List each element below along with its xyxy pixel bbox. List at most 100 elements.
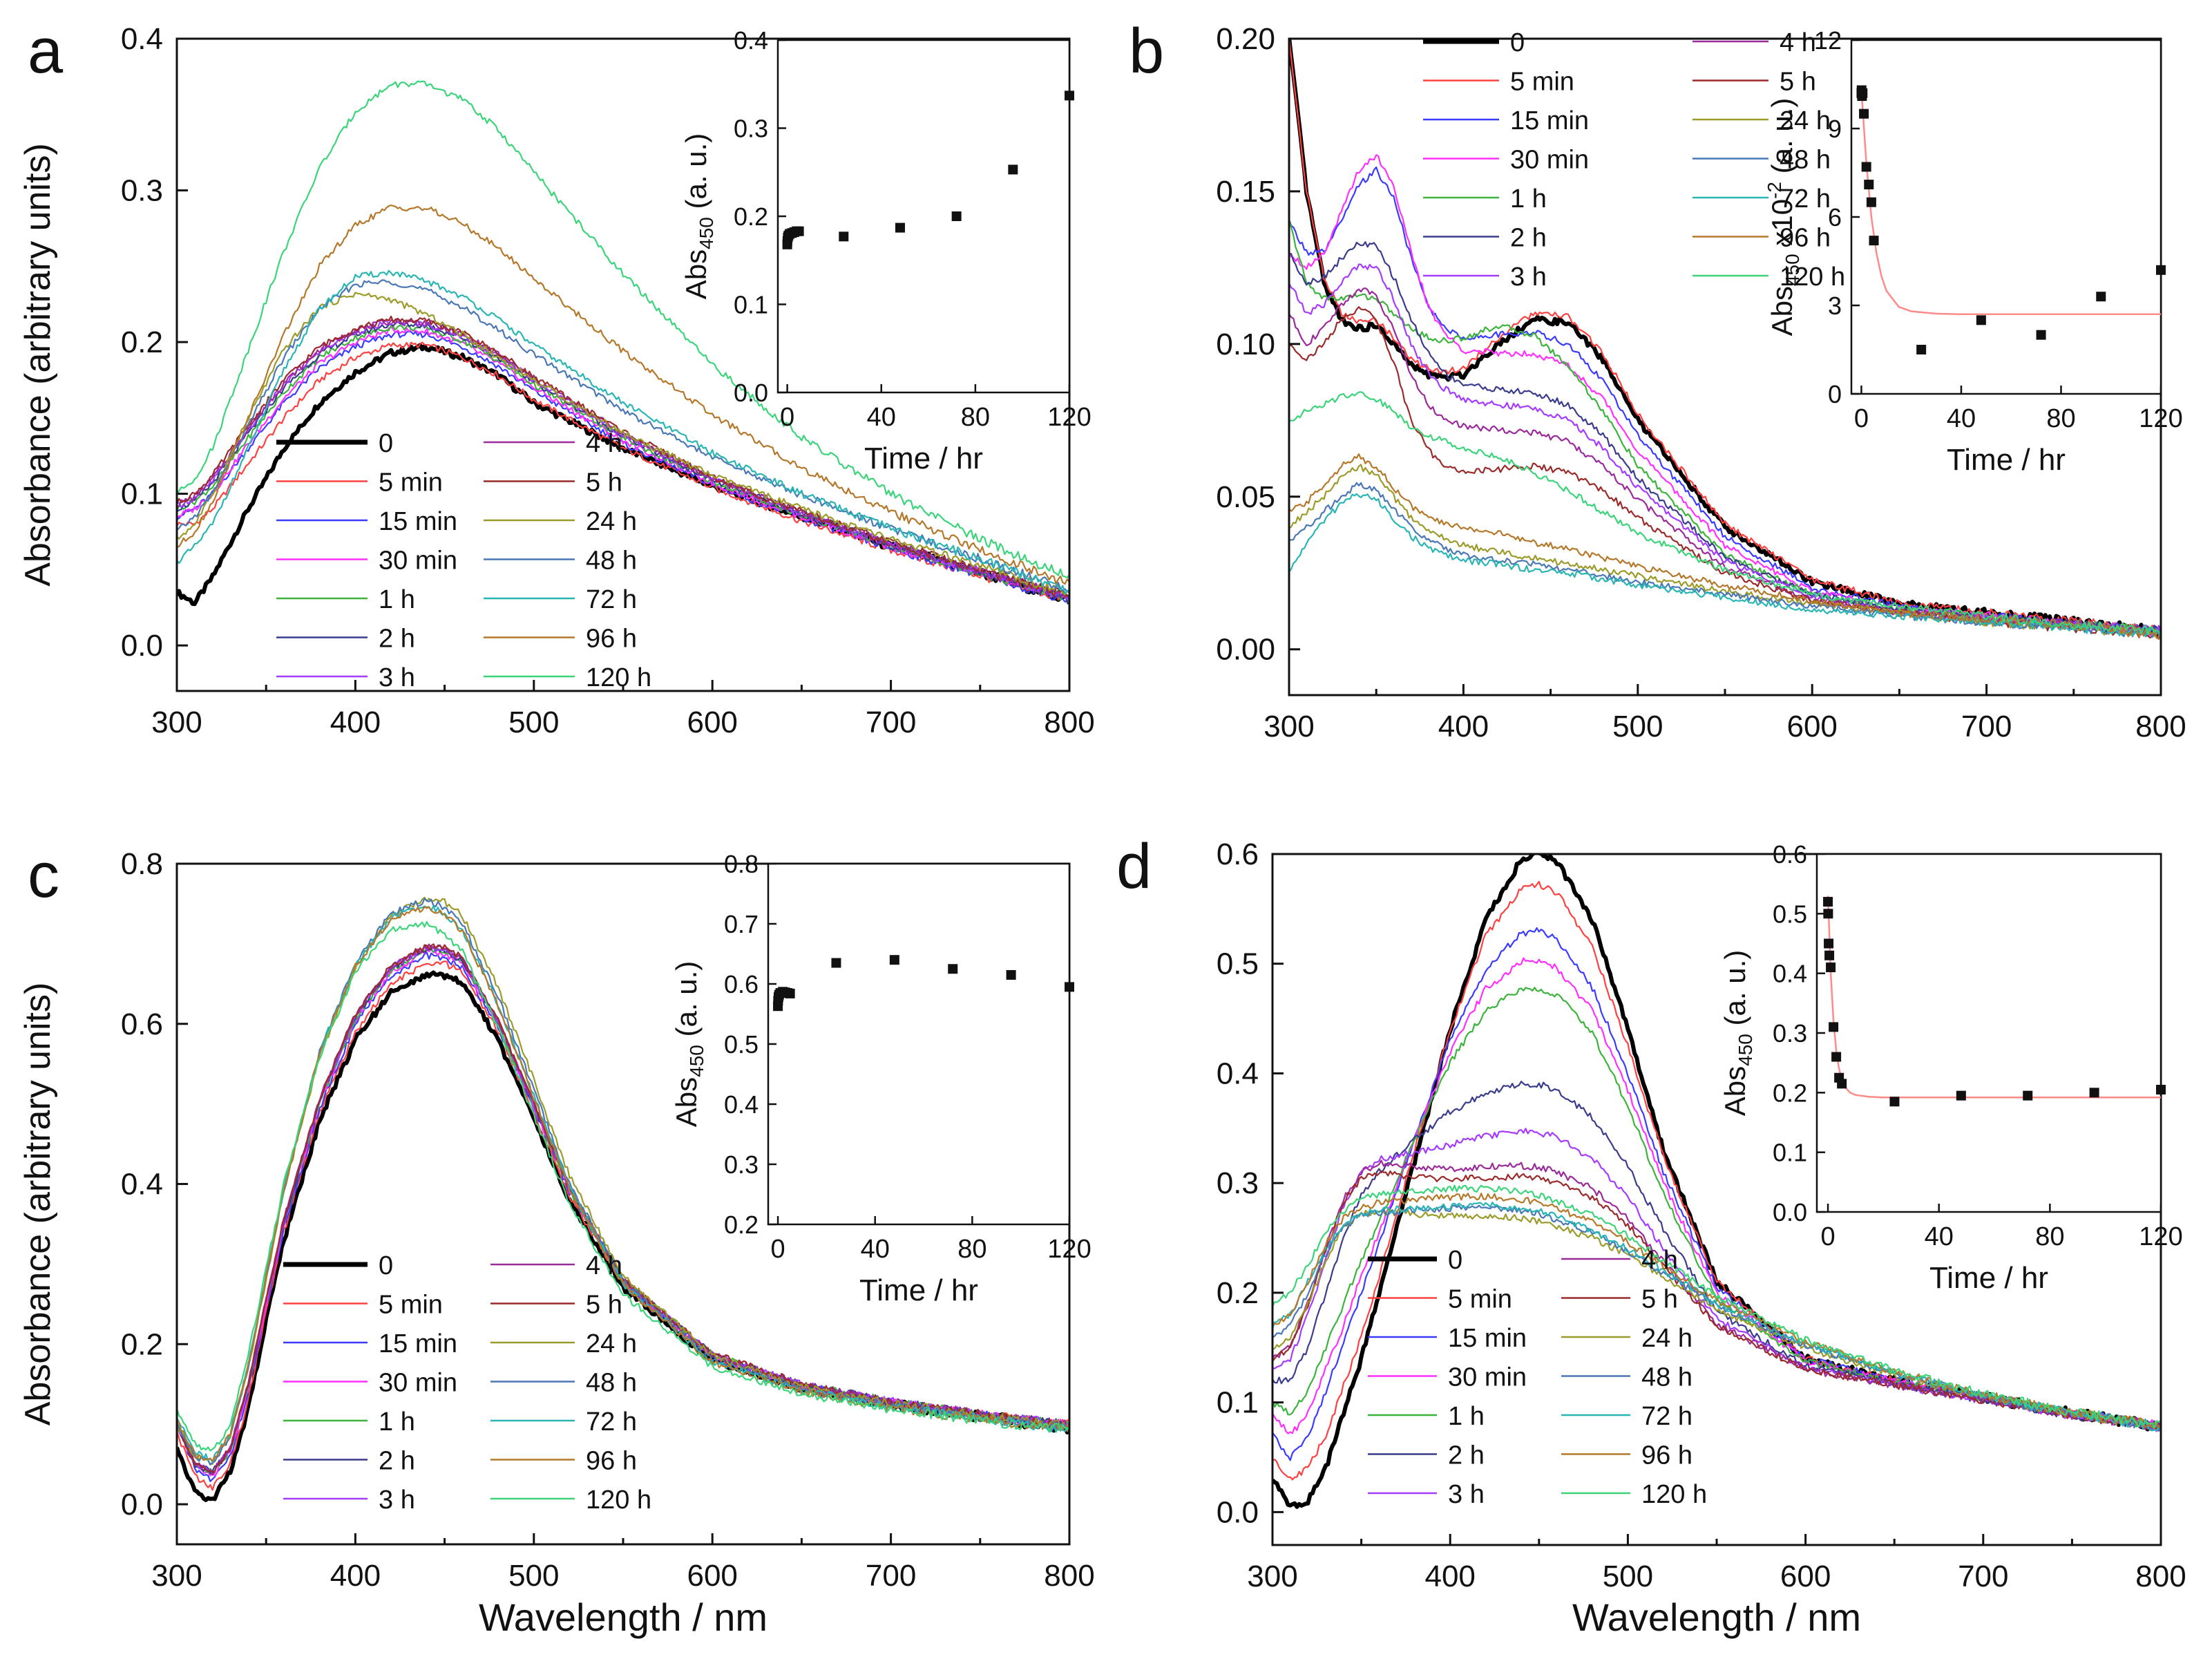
inset-fit-line [1860, 90, 2161, 316]
inset-y-tick-label: 9 [1828, 115, 1842, 143]
x-axis: 300 400 500 600 700 800 [1247, 1534, 2186, 1593]
legend-label: 72 h [586, 1407, 637, 1437]
inset-x-tick-label: 0 [780, 403, 794, 432]
legend-label: 24 h [1780, 106, 1831, 135]
y-tick-label: 0.6 [1217, 837, 1259, 871]
legend-label: 30 min [379, 547, 457, 576]
inset-y-tick-label: 0.3 [734, 115, 768, 143]
legend-label: 15 min [379, 1329, 457, 1358]
legend-label: 5 min [1448, 1285, 1512, 1314]
legend-label: 30 min [1448, 1363, 1527, 1392]
inset-data-point [2089, 1088, 2099, 1098]
series-line-96-h [177, 906, 1069, 1462]
inset-y-tick-label: 3 [1828, 292, 1842, 320]
series-line-48-h [177, 279, 1069, 593]
inset-data-point [1866, 197, 1876, 207]
inset-frame [1815, 853, 2162, 1213]
x-tick-label: 500 [508, 1559, 559, 1593]
inset-y-tick-label: 0.0 [1773, 1198, 1807, 1226]
inset-y-tick-label: 0.0 [734, 379, 768, 407]
legend-label: 2 h [1510, 224, 1547, 253]
series-line-96-h [1272, 1193, 2161, 1430]
legend-label: 30 min [1510, 146, 1589, 175]
inset-data-point [2023, 1090, 2033, 1101]
inset-frame [767, 862, 1071, 1226]
inset-data-point [948, 964, 958, 974]
legend-label: 120 h [586, 663, 651, 692]
series-line-48-h [1272, 1204, 2161, 1432]
legend-label: 48 h [586, 547, 637, 576]
legend-label: 4 h [1780, 28, 1816, 57]
y-tick-label: 0.15 [1216, 175, 1275, 209]
inset-data-point [1889, 1097, 1900, 1107]
legend-label: 5 h [1641, 1285, 1678, 1314]
inset-y-tick-label: 0.2 [724, 1211, 759, 1239]
inset-x-tick-label: 120 [2139, 404, 2182, 433]
inset-data-point [1916, 345, 1927, 354]
legend-label: 15 min [1448, 1324, 1527, 1353]
inset-y-label-main: Abs [1766, 286, 1798, 336]
legend-label: 2 h [1448, 1441, 1485, 1470]
series-line-120-h [1272, 1184, 2161, 1429]
series-line-72-h [177, 269, 1069, 594]
inset-data-point [1869, 236, 1879, 246]
inset-y-label-suffix: (a. u.) [680, 133, 712, 217]
chart-panel-a: a 300 400 500 600 700 800 0.00.10.20.30.4 Absorb… [18, 16, 1095, 739]
inset-x-axis-label: Time / hr [864, 442, 983, 475]
legend-label: 5 min [379, 1291, 443, 1320]
legend-label: 1 h [379, 1407, 415, 1437]
x-axis-label: Wavelength / nm [479, 1595, 767, 1639]
y-axis: 0.0 0.1 0.2 0.3 0.4 [121, 22, 188, 663]
x-axis-label: Wavelength / nm [1572, 1595, 1861, 1639]
y-tick-label: 0.0 [121, 1488, 163, 1521]
inset-data-point [1008, 164, 1018, 175]
legend-label: 72 h [586, 585, 637, 614]
series-line-96-h [1289, 453, 2161, 640]
series-line-72-h [1272, 1202, 2161, 1432]
inset-frame [1850, 39, 2162, 395]
legend-label: 3 h [379, 663, 415, 692]
y-tick-label: 0.0 [1217, 1495, 1259, 1529]
inset-data-point [1976, 315, 1986, 325]
inset-x-tick-label: 80 [2035, 1222, 2064, 1251]
series-line-5-h [1272, 1170, 2161, 1430]
inset-y-label-main: Abs [680, 249, 712, 299]
legend-label: 0 [1510, 28, 1525, 57]
legend-label: 48 h [586, 1369, 637, 1398]
inset-x-tick-label: 0 [1820, 1222, 1835, 1251]
inset-x-tick-label: 120 [1047, 1235, 1091, 1264]
inset-data-point [1006, 969, 1016, 980]
y-axis-label: Absorbance (arbitrary units) [18, 143, 58, 587]
inset-data-point [1859, 108, 1869, 119]
inset-y-axis-label: Abs450 (a. u.) [1719, 950, 1756, 1116]
inset-y-axis-label: Abs450 (a. u.) [680, 133, 717, 299]
inset-data-point [1065, 91, 1074, 101]
inset-y-label-main: Abs [1719, 1066, 1751, 1116]
inset-x-tick-label: 120 [2139, 1222, 2182, 1251]
y-axis: 0.0 0.1 0.2 0.3 0.4 0.5 0.6 [1217, 837, 1284, 1529]
inset-x-tick-label: 80 [2046, 404, 2075, 433]
x-tick-label: 400 [330, 705, 381, 739]
inset-x-tick-label: 40 [861, 1235, 890, 1264]
inset-data-point [895, 222, 905, 233]
legend: 0 5 min 15 min 30 min 1 h 2 h 3 h 4 h 5 h 24 h 48 … [1423, 28, 1845, 292]
inset-y-label-suffix: (a. u.) [670, 961, 703, 1045]
panel-label: a [28, 16, 64, 86]
inset-data-point [1823, 897, 1833, 907]
inset-y-tick-label: 0.4 [734, 26, 768, 55]
series-group [177, 80, 1069, 607]
x-tick-label: 700 [866, 705, 916, 739]
legend: 0 5 min 15 min 30 min 1 h 2 h 3 h 4 h 5 h 24 h 48 … [1368, 1246, 1707, 1509]
inset-data-point [1823, 909, 1833, 919]
x-axis: 300 400 500 600 700 800 [151, 680, 1095, 739]
y-tick-label: 0.4 [121, 1168, 163, 1202]
y-tick-label: 0.3 [1217, 1166, 1259, 1200]
series-line-5-min [1289, 39, 2161, 634]
x-tick-label: 800 [2135, 1560, 2186, 1593]
legend-label: 120 h [1641, 1480, 1707, 1509]
inset-data-point [1864, 180, 1874, 190]
inset-x-tick-label: 0 [1854, 404, 1869, 433]
inset-data-point [1824, 950, 1835, 960]
series-line-120-h [177, 80, 1069, 579]
legend-label: 5 h [586, 1291, 622, 1320]
